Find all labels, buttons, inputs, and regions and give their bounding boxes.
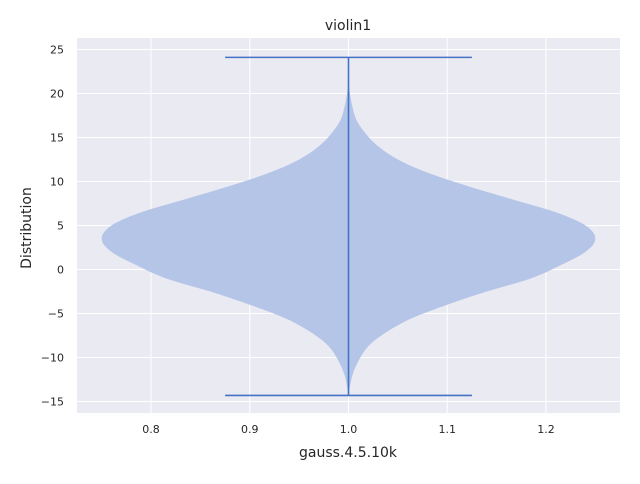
y-tick-label: 10	[50, 175, 64, 188]
y-tick-label: 20	[50, 87, 64, 100]
y-tick-label: 15	[50, 131, 64, 144]
x-ticks: 0.8 0.9 1.0 1.1 1.2	[142, 423, 554, 436]
y-ticks: −15 −10 −5 0 5 10 15 20 25	[41, 43, 64, 408]
chart-title: violin1	[325, 18, 371, 34]
x-tick-label: 0.8	[142, 423, 160, 436]
x-tick-label: 1.2	[537, 423, 555, 436]
x-axis-label: gauss.4.5.10k	[299, 445, 398, 461]
y-tick-label: −10	[41, 352, 64, 365]
y-tick-label: −5	[48, 308, 64, 321]
x-tick-label: 1.0	[340, 423, 358, 436]
x-tick-label: 0.9	[241, 423, 259, 436]
y-tick-label: 5	[57, 220, 64, 233]
violin-lines	[225, 56, 472, 397]
x-tick-label: 1.1	[438, 423, 456, 436]
y-axis-label: Distribution	[19, 187, 35, 269]
y-tick-label: 25	[50, 43, 64, 56]
y-tick-label: 0	[57, 264, 64, 277]
y-tick-label: −15	[41, 396, 64, 409]
